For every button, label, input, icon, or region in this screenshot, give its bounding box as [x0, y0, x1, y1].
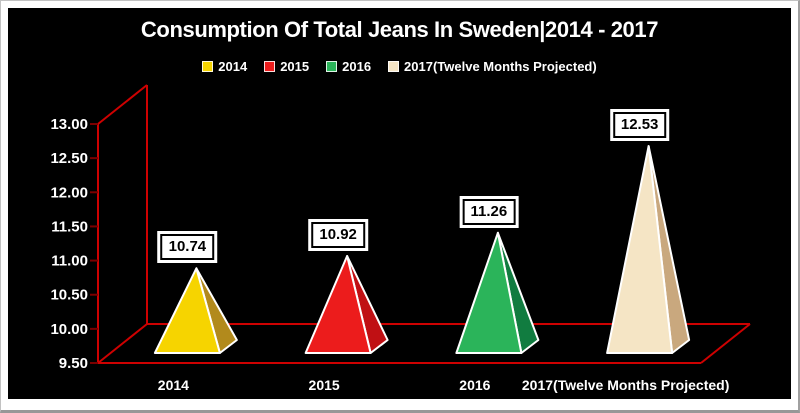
x-category-label: 2017(Twelve Months Projected)	[522, 377, 729, 393]
legend-label: 2015	[280, 59, 310, 74]
data-label-2016: 11.26	[462, 198, 516, 225]
data-label-2014: 10.74	[160, 234, 215, 261]
legend-marker	[326, 61, 338, 72]
chart-title: Consumption Of Total Jeans In Sweden|201…	[140, 17, 659, 42]
x-category-label: 2016	[459, 377, 490, 393]
wall-top-edge	[97, 84, 148, 125]
legend-item-2014: 2014	[202, 59, 247, 74]
legend-label: 2014	[218, 59, 248, 74]
chart-area: Consumption Of Total Jeans In Sweden|201…	[8, 8, 791, 399]
pyramid-2015-front	[304, 255, 372, 354]
y-tick-label: 10.50	[50, 287, 88, 304]
y-tick-label: 13.00	[50, 116, 88, 133]
y-tick-label: 10.00	[50, 321, 88, 338]
legend-label: 2017(Twelve Months Projected)	[404, 59, 597, 74]
y-tick-label: 12.50	[50, 150, 88, 167]
pyramid-2016-front	[455, 231, 523, 354]
pyramid-2017twelvemo-front	[606, 145, 674, 354]
y-tick-label: 11.00	[51, 253, 88, 270]
legend-item-2015: 2015	[264, 59, 309, 74]
data-label-2015: 10.92	[311, 222, 365, 249]
legend-marker	[264, 61, 276, 72]
data-label-2017twelvemo: 12.53	[612, 112, 667, 139]
pyramid-2014-front	[153, 267, 221, 354]
legend-item-2017twelvemonthsproj: 2017(Twelve Months Projected)	[388, 59, 597, 74]
floor-right-edge	[700, 323, 751, 364]
legend: 2014 2015 2016 2017(Twelve Months Projected…	[8, 59, 791, 74]
x-category-label: 2014	[158, 377, 189, 393]
legend-label: 2016	[342, 59, 372, 74]
plot-3d-wireframe: 13.00 12.50 12.00 11.50 11.00 10.50 10.00 9.50 2…	[50, 84, 751, 393]
legend-item-2016: 2016	[326, 59, 371, 74]
legend-marker	[388, 61, 400, 72]
x-category-label: 2015	[309, 377, 340, 393]
floor-left-edge	[97, 323, 148, 364]
legend-marker	[202, 61, 214, 72]
y-tick-label: 9.50	[59, 355, 88, 372]
y-tick-label: 12.00	[50, 184, 88, 201]
y-tick-label: 11.50	[51, 218, 88, 235]
